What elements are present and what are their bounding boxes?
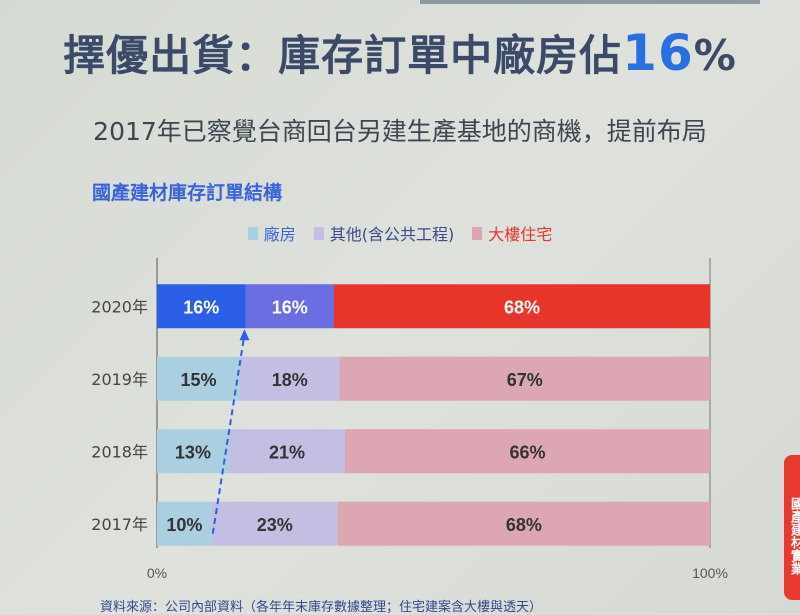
bar-segment — [228, 429, 346, 474]
slide-title: 擇優出貨：庫存訂單中廠房佔16% — [63, 24, 737, 82]
data-label: 16% — [183, 297, 219, 317]
projector-edge — [420, 0, 760, 4]
bar-segment — [245, 284, 334, 329]
legend-item: 廠房 — [247, 221, 296, 245]
bar-segment — [339, 356, 710, 401]
data-label: 68% — [506, 515, 542, 535]
x-tick-label: 0% — [147, 565, 167, 581]
bar-segment — [211, 501, 338, 546]
legend-label: 大樓住宅 — [488, 225, 553, 244]
bar-segment — [239, 356, 340, 401]
side-tab[interactable]: 國產建材實業 — [784, 455, 800, 600]
data-label: 67% — [507, 370, 543, 390]
x-tick-label: 100% — [692, 565, 728, 581]
data-label: 16% — [272, 297, 308, 317]
chart-title: 國產建材庫存訂單結構 — [92, 182, 283, 204]
bar-segment — [157, 356, 240, 401]
legend-swatch — [472, 226, 483, 240]
bar-segment — [157, 429, 229, 474]
category-label: 2019年 — [91, 370, 148, 389]
title-highlight: 16 — [622, 24, 694, 82]
data-label: 10% — [166, 515, 202, 535]
arrow-head-icon — [239, 329, 250, 341]
source-note: 資料來源：公司內部資料（各年年末庫存數據整理；住宅建案含大樓與透天） — [100, 600, 543, 615]
legend-swatch — [313, 226, 324, 240]
category-label: 2020年 — [91, 297, 148, 316]
bar-segment — [337, 501, 710, 546]
chart-legend: 廠房 其他(含公共工程) 大樓住宅 — [0, 221, 800, 245]
legend-swatch — [247, 226, 258, 240]
legend-item: 大樓住宅 — [472, 221, 552, 245]
slide-subtitle: 2017年已察覺台商回台另建生產基地的商機，提前布局 — [93, 117, 707, 146]
data-label: 18% — [272, 370, 308, 390]
legend-label: 其他(含公共工程) — [329, 225, 455, 244]
bar-segment — [333, 284, 710, 329]
data-label: 66% — [509, 442, 545, 462]
legend-item: 其他(含公共工程) — [313, 221, 455, 245]
trend-arrow-line — [211, 334, 246, 534]
bar-segment — [157, 501, 212, 546]
category-label: 2017年 — [91, 515, 148, 534]
bar-segment — [345, 429, 710, 474]
data-label: 23% — [257, 515, 293, 535]
data-label: 15% — [180, 370, 216, 390]
data-label: 68% — [504, 297, 540, 317]
bar-segment — [157, 284, 246, 329]
legend-label: 廠房 — [263, 225, 296, 244]
category-label: 2018年 — [91, 442, 148, 461]
data-label: 13% — [175, 442, 211, 462]
data-label: 21% — [269, 442, 305, 462]
